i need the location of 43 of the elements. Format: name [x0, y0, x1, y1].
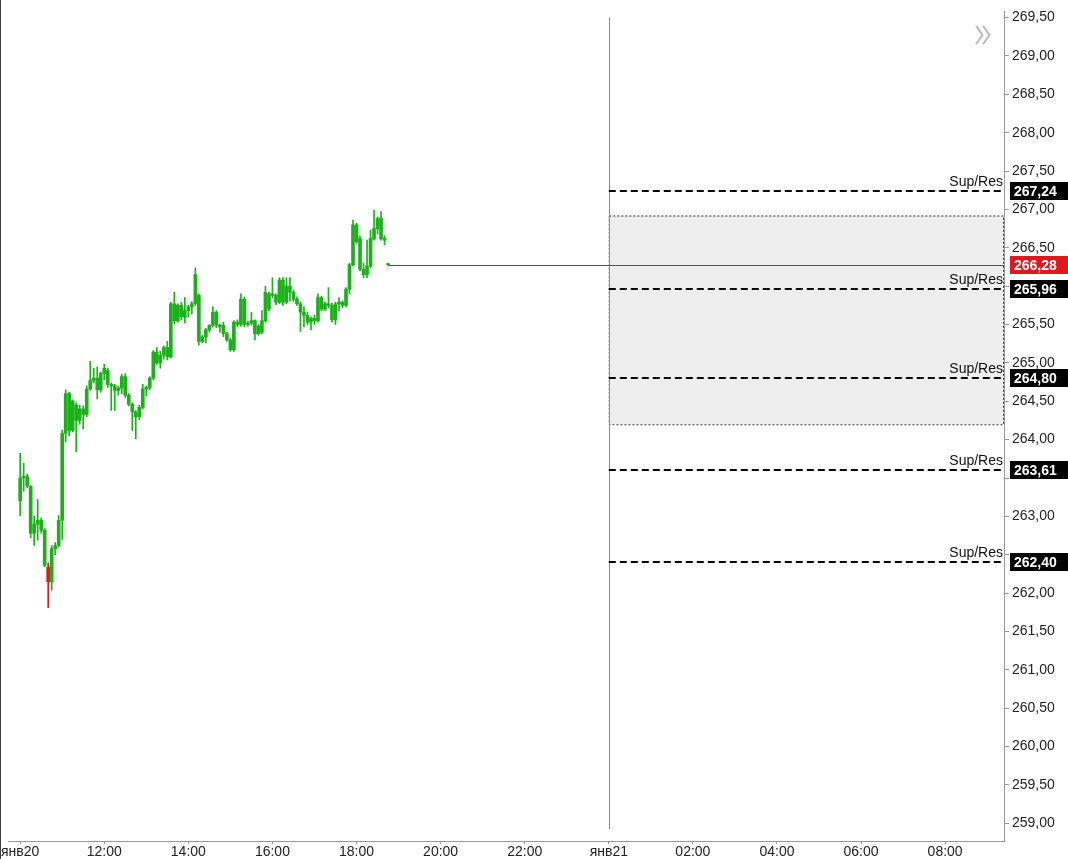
text: 265,96 — [1014, 280, 1058, 297]
text: 267,24 — [1014, 182, 1058, 199]
ref-line-label: Sup/Res — [949, 173, 1003, 189]
y-tick-label: 264,00 — [1012, 430, 1056, 447]
y-tick-label: 268,50 — [1012, 85, 1056, 102]
ref-line-label: Sup/Res — [949, 544, 1003, 560]
candlestick — [302, 306, 306, 328]
y-tick-label: 262,00 — [1012, 583, 1056, 600]
y-tick-label: 261,00 — [1012, 660, 1056, 677]
y-tick-label: 260,00 — [1012, 737, 1056, 754]
x-tick-label: 06:00 — [843, 843, 879, 859]
ref-line-label: Sup/Res — [949, 360, 1003, 376]
x-tick-label: 22:00 — [507, 843, 543, 859]
text: 266,28 — [1014, 256, 1058, 273]
x-tick-label: 14:00 — [170, 843, 207, 859]
x-tick-label: янв20 — [1, 843, 40, 859]
y-tick-label: 267,00 — [1012, 200, 1056, 217]
ref-line-label: Sup/Res — [949, 452, 1003, 468]
y-tick-label: 264,50 — [1012, 392, 1056, 409]
ref-line-label: Sup/Res — [949, 271, 1003, 287]
y-tick-label: 260,50 — [1012, 699, 1056, 716]
x-tick-label: 08:00 — [927, 843, 963, 859]
y-tick-label: 259,50 — [1012, 775, 1056, 792]
text: 264,80 — [1014, 369, 1058, 386]
x-tick-label: 20:00 — [423, 843, 459, 859]
x-tick-label: 16:00 — [254, 843, 291, 859]
y-tick-label: 266,50 — [1012, 238, 1056, 255]
y-tick-label: 259,00 — [1012, 814, 1056, 831]
y-tick-label: 263,00 — [1012, 507, 1056, 524]
x-tick-label: 02:00 — [675, 843, 711, 859]
y-tick-label: 261,50 — [1012, 622, 1056, 639]
y-tick-label: 265,00 — [1012, 353, 1056, 370]
y-tick-label: 269,00 — [1012, 46, 1056, 63]
x-tick-label: 12:00 — [86, 843, 122, 859]
y-tick-label: 265,50 — [1012, 315, 1056, 332]
y-tick-label: 268,00 — [1012, 123, 1056, 140]
y-tick-label: 269,50 — [1012, 8, 1056, 25]
x-tick-label: янв21 — [589, 843, 629, 859]
x-tick-label: 04:00 — [759, 843, 795, 859]
y-tick-label: 267,50 — [1012, 161, 1056, 178]
text: 263,61 — [1014, 461, 1058, 478]
x-tick-label: 18:00 — [338, 843, 375, 859]
text: 262,40 — [1014, 553, 1058, 570]
